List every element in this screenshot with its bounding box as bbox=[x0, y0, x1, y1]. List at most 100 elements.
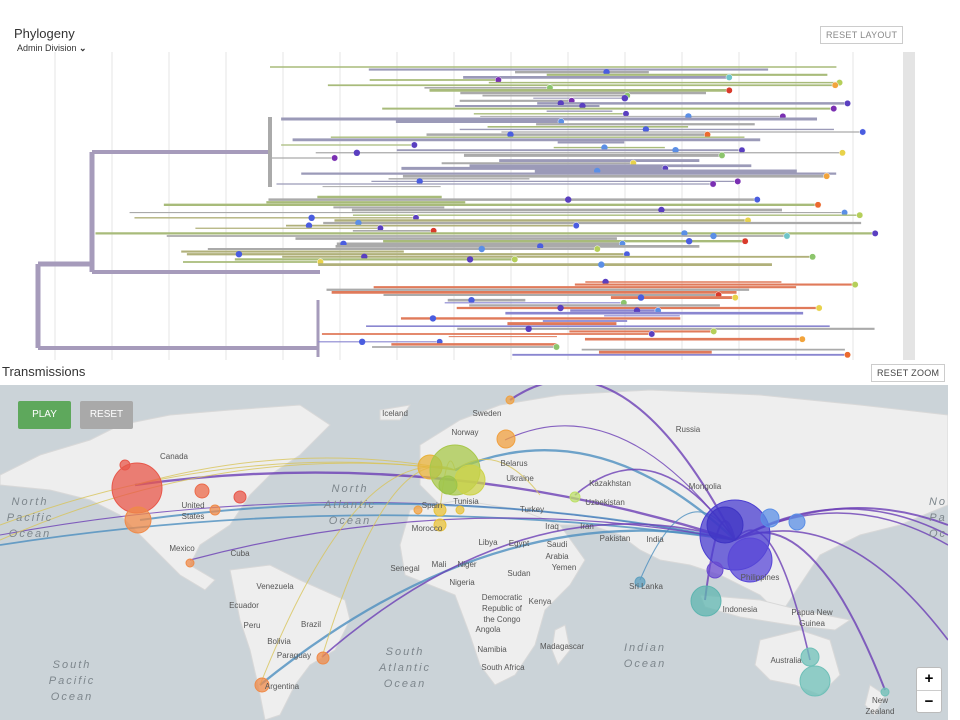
tip bbox=[831, 81, 839, 89]
ocean-label: Ocean bbox=[329, 515, 371, 527]
tip bbox=[710, 327, 718, 335]
tip bbox=[622, 110, 630, 118]
bubble bbox=[880, 687, 890, 697]
tip bbox=[815, 304, 823, 312]
tip bbox=[507, 131, 514, 138]
country-label: Papua New bbox=[791, 608, 833, 617]
bubble bbox=[111, 462, 163, 514]
country-label: Canada bbox=[160, 452, 189, 461]
tip bbox=[741, 237, 749, 245]
tip bbox=[621, 95, 628, 102]
tip bbox=[525, 325, 532, 332]
country-label: Mali bbox=[432, 560, 447, 569]
tip bbox=[830, 105, 838, 113]
tip bbox=[601, 144, 608, 151]
zoom-out[interactable]: − bbox=[924, 693, 934, 710]
ocean-label: Pa bbox=[929, 512, 946, 524]
tip bbox=[637, 294, 645, 301]
bubble bbox=[505, 395, 515, 405]
transmission-map: Iceland Sweden Norway Russia Canada Belarus Uk… bbox=[0, 385, 948, 720]
country-label: Sweden bbox=[473, 409, 502, 418]
color-by-label[interactable]: Admin Division bbox=[17, 43, 77, 53]
country-label: United bbox=[181, 501, 204, 510]
tip bbox=[331, 154, 339, 162]
bubble bbox=[433, 518, 447, 532]
bubble bbox=[119, 459, 131, 471]
country-label: New bbox=[872, 696, 888, 705]
country-label: Zealand bbox=[866, 707, 895, 716]
tip bbox=[839, 149, 846, 157]
country-label: Sudan bbox=[507, 569, 530, 578]
tip bbox=[355, 219, 362, 227]
country-label: Kenya bbox=[529, 597, 552, 606]
tip bbox=[725, 86, 733, 94]
bubble bbox=[254, 677, 270, 693]
tip bbox=[466, 256, 474, 263]
country-label: Uzbekistan bbox=[585, 498, 625, 507]
country-label: Belarus bbox=[500, 459, 527, 468]
bubble bbox=[569, 491, 581, 503]
ocean-label: Ocean bbox=[51, 691, 93, 703]
country-label: Guinea bbox=[799, 619, 825, 628]
country-label: Spain bbox=[422, 501, 442, 510]
bubble bbox=[760, 508, 780, 528]
map-labels: Iceland Sweden Norway Russia Canada Belarus Uk… bbox=[7, 409, 947, 716]
tip bbox=[731, 294, 739, 302]
country-label: Ukraine bbox=[506, 474, 534, 483]
tip bbox=[851, 281, 859, 289]
ocean-label: Atlantic bbox=[323, 499, 376, 511]
tip bbox=[844, 351, 851, 359]
zoom-in[interactable]: + bbox=[917, 668, 941, 691]
tip bbox=[593, 245, 601, 253]
tip bbox=[410, 141, 418, 149]
location-bubbles bbox=[111, 395, 890, 697]
ocean-label: Pacific bbox=[7, 512, 53, 524]
reset-button[interactable]: RESET bbox=[80, 401, 133, 429]
bubble bbox=[124, 506, 152, 534]
bubble bbox=[455, 505, 465, 515]
arc bbox=[259, 529, 736, 686]
tip bbox=[598, 261, 605, 268]
country-label: Yemen bbox=[552, 563, 577, 572]
country-label: Iceland bbox=[382, 409, 408, 418]
bubble bbox=[413, 505, 423, 515]
country-label: Russia bbox=[676, 425, 701, 434]
tip bbox=[358, 338, 366, 345]
ocean-label: South bbox=[386, 646, 425, 658]
ocean-label: Oc bbox=[929, 528, 947, 540]
country-label: Peru bbox=[244, 621, 261, 630]
tip bbox=[856, 211, 864, 219]
tip bbox=[823, 172, 831, 180]
bubble bbox=[788, 513, 806, 531]
tip bbox=[710, 232, 717, 240]
reset-zoom-button[interactable]: RESET ZOOM bbox=[871, 364, 946, 382]
bubble bbox=[706, 506, 744, 544]
ocean-label: North bbox=[12, 496, 49, 508]
country-label: Bolivia bbox=[267, 637, 291, 646]
play-button[interactable]: PLAY bbox=[18, 401, 71, 429]
tip bbox=[416, 178, 423, 185]
scrollbar bbox=[903, 52, 915, 360]
bubble bbox=[454, 464, 486, 496]
country-label: Saudi bbox=[547, 540, 568, 549]
ocean-label: North bbox=[332, 483, 369, 495]
ocean-label: No bbox=[929, 496, 947, 508]
tip bbox=[798, 335, 806, 343]
bubble bbox=[690, 585, 722, 617]
country-label: Indonesia bbox=[723, 605, 758, 614]
country-label: Kazakhstan bbox=[589, 479, 631, 488]
tip bbox=[235, 251, 243, 258]
ocean-label: Ocean bbox=[624, 658, 666, 670]
bubble bbox=[316, 651, 330, 665]
country-label: Iran bbox=[580, 522, 594, 531]
tip bbox=[753, 196, 761, 204]
tip bbox=[658, 206, 665, 214]
color-by-dropdown[interactable]: Admin Division ⌄ bbox=[17, 43, 87, 53]
country-label: Australia bbox=[770, 656, 802, 665]
tip bbox=[565, 196, 572, 203]
reset-layout-button[interactable]: RESET LAYOUT bbox=[820, 26, 904, 44]
tip bbox=[844, 99, 851, 107]
tip bbox=[557, 100, 564, 107]
arc bbox=[321, 523, 736, 658]
arc bbox=[509, 385, 736, 541]
